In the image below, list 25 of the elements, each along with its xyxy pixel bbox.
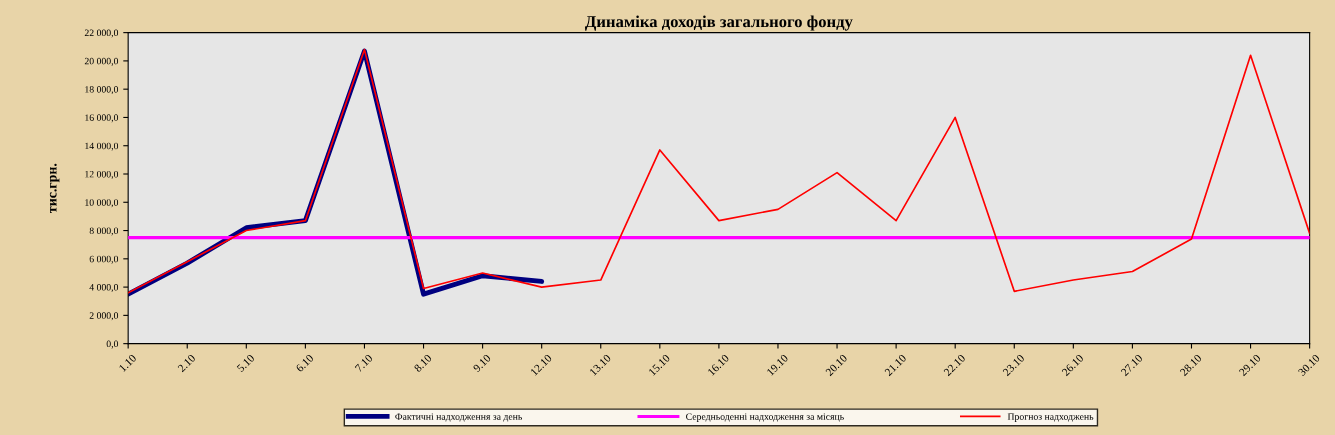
x-tick-label: 9.10 [472,353,492,373]
legend-label: Прогноз надходжень [1007,413,1094,422]
x-tick-label: 1.10 [118,353,137,372]
y-tick-label: 12 000,0 [85,170,119,179]
y-tick-label: 18 000,0 [85,86,119,95]
y-axis-title: тис.грн. [49,163,60,213]
y-tick-label: 10 000,0 [85,199,119,208]
x-tick-label: 2.10 [177,353,196,373]
y-tick-label: 4 000,0 [89,284,119,292]
y-tick-label: 0,0 [106,340,119,349]
y-tick-label: 6 000,0 [89,255,119,264]
y-tick-label: 2 000,0 [89,312,119,321]
line-series [128,48,1310,294]
x-tick-label: 8.10 [413,353,433,373]
y-tick-label: 8 000,0 [89,227,119,236]
x-tick-label: 6.10 [295,353,314,373]
legend-label: Фактичні надходження за день [395,413,523,422]
y-tick-label: 22 000,0 [84,29,119,38]
y-tick-label: 14 000,0 [85,142,119,151]
legend-label: Середньоденні надходження за місяць [686,413,844,422]
x-tick-label: 7.10 [354,353,374,373]
chart-title: Динаміка доходів загального фонду [584,15,853,31]
y-tick-label: 16 000,0 [85,114,119,123]
x-tick-label: 5.10 [236,353,255,373]
y-tick-label: 20 000,0 [84,57,119,66]
